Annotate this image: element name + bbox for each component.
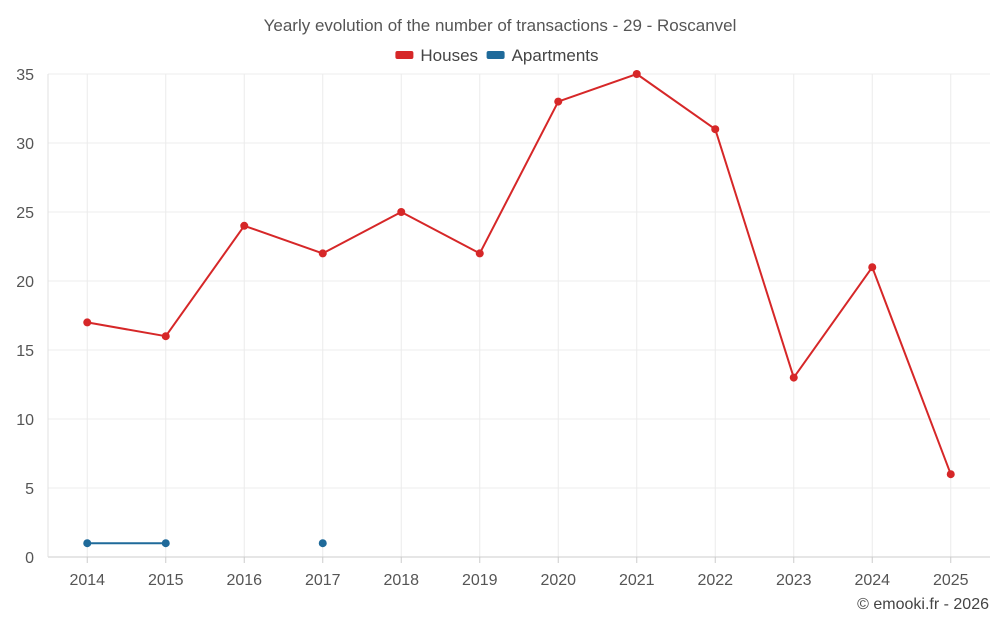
legend-swatch — [486, 51, 505, 59]
data-point-houses[interactable] — [397, 208, 406, 216]
y-tick-label: 15 — [16, 343, 34, 360]
x-axis-ticks: 2014 2015 2016 2017 2018 2019 2020 2021 2022 2023… — [69, 572, 968, 589]
y-axis-ticks: 0 5 10 15 20 25 30 35 — [16, 67, 34, 567]
x-tick-label: 2021 — [619, 572, 655, 589]
series-points — [83, 70, 955, 548]
chart-title: Yearly evolution of the number of transa… — [264, 16, 737, 35]
x-tick-label: 2023 — [776, 572, 812, 589]
data-point-houses[interactable] — [711, 125, 720, 134]
data-point-houses[interactable] — [161, 332, 170, 341]
y-tick-label: 20 — [16, 274, 34, 291]
x-tick-label: 2018 — [383, 572, 419, 589]
data-point-apartments[interactable] — [83, 539, 92, 548]
y-tick-label: 5 — [25, 481, 34, 498]
x-tick-label: 2016 — [226, 572, 262, 589]
data-point-houses[interactable] — [83, 318, 92, 327]
y-tick-label: 30 — [16, 136, 34, 153]
legend-label: Houses — [420, 46, 478, 65]
legend: Houses Apartments — [395, 46, 599, 65]
x-tick-label: 2022 — [697, 572, 733, 589]
x-tick-label: 2025 — [933, 572, 969, 589]
x-tick-label: 2019 — [462, 572, 498, 589]
data-point-houses[interactable] — [475, 249, 484, 258]
legend-label: Apartments — [512, 46, 599, 65]
data-point-houses[interactable] — [318, 249, 327, 258]
y-tick-label: 35 — [16, 67, 34, 84]
y-tick-label: 25 — [16, 205, 34, 222]
data-point-apartments[interactable] — [161, 539, 170, 548]
data-point-houses[interactable] — [868, 263, 877, 272]
data-point-houses[interactable] — [240, 221, 249, 230]
x-tick-label: 2014 — [69, 572, 105, 589]
legend-swatch — [395, 51, 414, 59]
y-tick-label: 10 — [16, 412, 34, 429]
legend-item-houses[interactable]: Houses — [395, 46, 478, 65]
data-point-houses[interactable] — [554, 97, 563, 106]
y-tick-label: 0 — [25, 550, 34, 567]
axes — [47, 74, 990, 563]
credit-text: © emooki.fr - 2026 — [857, 596, 989, 613]
x-tick-label: 2017 — [305, 572, 341, 589]
series-lines — [87, 73, 952, 545]
legend-item-apartments[interactable]: Apartments — [486, 46, 599, 65]
data-point-houses[interactable] — [632, 70, 641, 78]
data-point-houses[interactable] — [946, 470, 955, 479]
x-tick-label: 2015 — [148, 572, 184, 589]
series-line-houses — [87, 73, 952, 475]
x-tick-label: 2020 — [540, 572, 576, 589]
grid-lines — [48, 73, 990, 557]
data-point-houses[interactable] — [789, 373, 798, 382]
data-point-apartments[interactable] — [318, 539, 327, 548]
x-tick-label: 2024 — [854, 572, 890, 589]
